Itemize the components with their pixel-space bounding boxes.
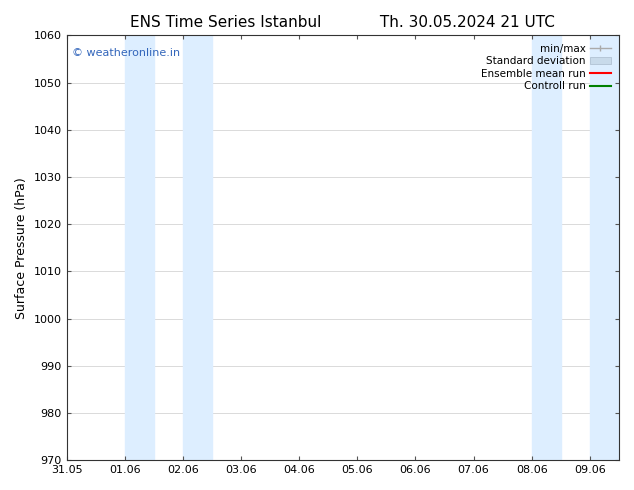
Text: © weatheronline.in: © weatheronline.in	[72, 48, 180, 58]
Bar	[183, 35, 212, 460]
Bar	[590, 35, 619, 460]
Y-axis label: Surface Pressure (hPa): Surface Pressure (hPa)	[15, 177, 28, 318]
Legend: min/max, Standard deviation, Ensemble mean run, Controll run: min/max, Standard deviation, Ensemble me…	[478, 41, 614, 95]
Bar	[532, 35, 561, 460]
Bar	[125, 35, 154, 460]
Title: ENS Time Series Istanbul            Th. 30.05.2024 21 UTC: ENS Time Series Istanbul Th. 30.05.2024 …	[131, 15, 555, 30]
